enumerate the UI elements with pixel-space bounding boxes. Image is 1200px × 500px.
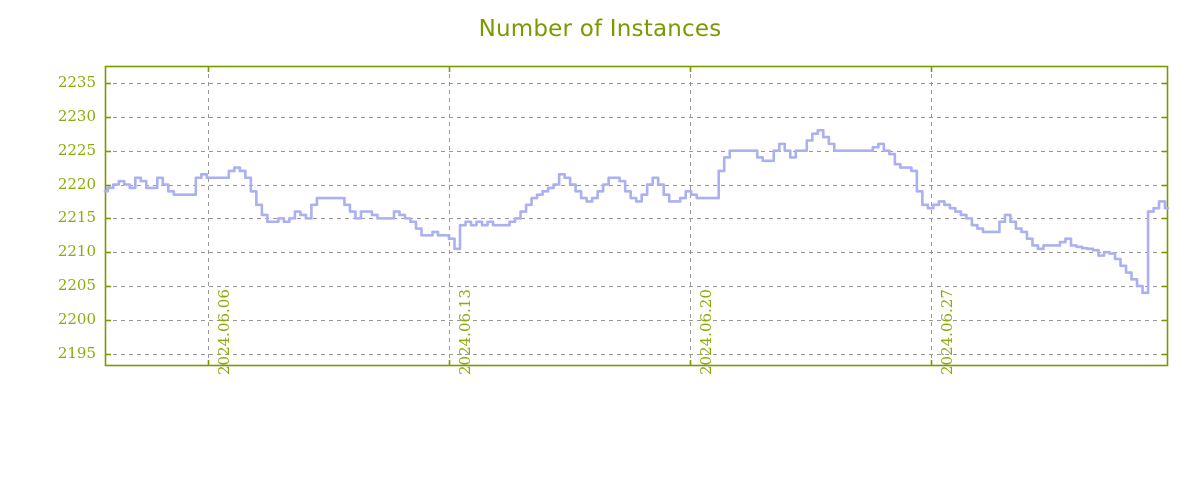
axis-ticks [105,66,1168,366]
chart-title: Number of Instances [478,16,722,42]
y-tick-label: 2230 [57,106,96,125]
x-tick-label: 2024.06.27 [937,289,956,375]
y-tick-label: 2225 [57,140,96,159]
y-tick-label: 2220 [57,174,96,193]
x-tick-label: 2024.06.13 [456,289,474,375]
y-tick-label: 2235 [57,72,96,91]
y-tick-label: 2215 [57,208,96,227]
x-tick-label: 2024.06.20 [696,289,715,375]
series-line-0 [103,129,1170,295]
x-tick-label: 2024.06.06 [215,289,234,375]
data-series-layer [103,129,1170,295]
y-tick-label: 2195 [57,343,96,362]
y-tick-label: 2205 [57,276,96,295]
y-tick-label: 2200 [57,309,96,328]
y-tick-label: 2210 [57,242,96,261]
grid-lines [105,66,1168,366]
axis-frame [104,65,1169,367]
